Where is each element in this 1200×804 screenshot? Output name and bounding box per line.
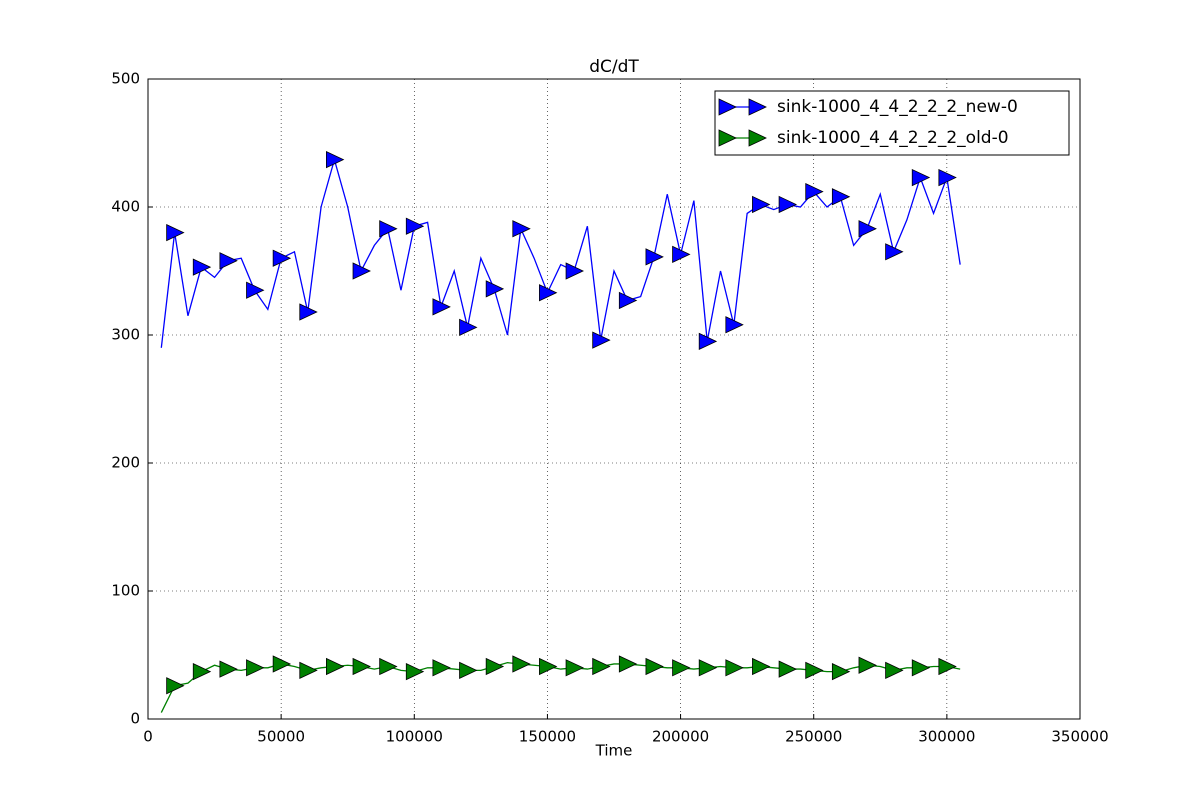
marker [698, 332, 718, 351]
marker [539, 657, 558, 676]
marker [645, 248, 664, 266]
marker [272, 249, 292, 267]
marker [352, 657, 371, 676]
marker [166, 677, 185, 695]
marker [219, 252, 238, 270]
marker [565, 659, 584, 677]
marker [938, 168, 957, 187]
legend-label: sink-1000_4_4_2_2_2_old-0 [777, 128, 1009, 148]
y-tick-label: 0 [130, 710, 140, 728]
marker [299, 661, 318, 679]
legend-label: sink-1000_4_4_2_2_2_new-0 [777, 97, 1018, 117]
marker [831, 188, 851, 206]
marker [325, 657, 345, 676]
y-tick-label: 200 [111, 454, 140, 472]
marker [405, 217, 425, 235]
marker [885, 243, 904, 261]
marker [778, 660, 798, 678]
marker [831, 663, 851, 681]
y-tick-label: 500 [111, 70, 140, 88]
x-tick-label: 350000 [1051, 728, 1108, 746]
marker [352, 262, 371, 280]
marker [246, 659, 265, 677]
marker [592, 657, 611, 676]
marker [752, 657, 771, 676]
x-tick-label: 300000 [918, 728, 975, 746]
marker [246, 281, 265, 299]
marker [485, 280, 505, 298]
marker [752, 195, 771, 214]
y-tick-label: 400 [111, 198, 140, 216]
marker [565, 262, 584, 280]
x-axis-label: Time [595, 742, 633, 760]
marker [432, 298, 451, 316]
legend: sink-1000_4_4_2_2_2_new-0 sink-1000_4_4_2… [714, 90, 1070, 156]
marker [911, 168, 931, 187]
marker [272, 655, 292, 673]
marker [432, 659, 451, 677]
marker [379, 657, 398, 676]
marker [725, 316, 744, 334]
marker [618, 655, 638, 673]
marker [299, 303, 318, 321]
marker [805, 661, 824, 679]
x-tick-label: 100000 [386, 728, 443, 746]
marker [192, 258, 212, 276]
marker [672, 245, 691, 263]
x-tick-label: 0 [143, 728, 153, 746]
marker [592, 331, 611, 349]
marker [405, 663, 425, 681]
marker [911, 659, 931, 677]
marker [459, 318, 478, 336]
marker [512, 220, 531, 238]
legend-marker [748, 98, 767, 116]
x-tick-label: 200000 [652, 728, 709, 746]
marker [885, 661, 904, 679]
series-line [160, 662, 961, 713]
legend-box [714, 90, 1070, 156]
marker [512, 655, 531, 673]
series-line [160, 157, 961, 348]
chart-title: dC/dT [589, 57, 639, 77]
marker [938, 657, 957, 676]
marker [459, 661, 478, 679]
marker [485, 657, 505, 676]
marker [672, 659, 691, 677]
marker [166, 223, 185, 242]
marker [325, 151, 345, 169]
x-tick-label: 150000 [519, 728, 576, 746]
marker [379, 220, 398, 238]
x-tick-label: 50000 [257, 728, 305, 746]
marker [539, 284, 558, 302]
marker [778, 195, 798, 214]
marker [805, 183, 824, 201]
marker [645, 657, 664, 676]
marker [725, 659, 744, 677]
x-tick-label: 250000 [785, 728, 842, 746]
marker [698, 659, 718, 677]
marker [618, 291, 638, 310]
marker [219, 660, 238, 678]
y-tick-label: 100 [111, 582, 140, 600]
legend-marker [748, 129, 767, 147]
legend-marker [718, 98, 737, 116]
plot-frame [147, 78, 1081, 720]
marker [192, 663, 212, 681]
marker [858, 656, 877, 674]
marker [858, 220, 877, 238]
legend-marker [718, 129, 737, 147]
y-tick-label: 300 [111, 326, 140, 344]
